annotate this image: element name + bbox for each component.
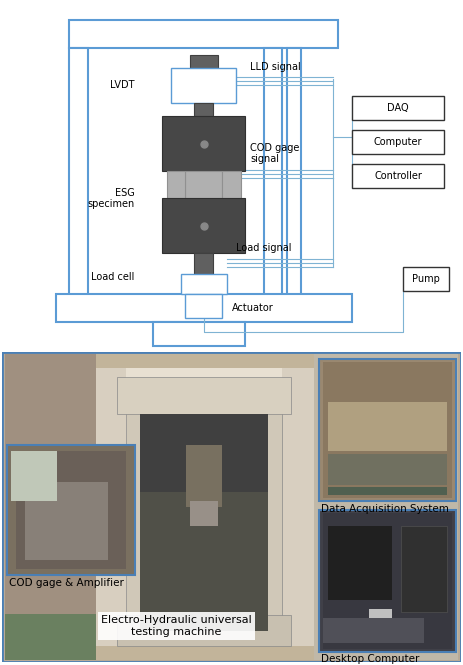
Bar [153, 322, 245, 346]
Bar [94, 368, 314, 646]
Text: DAQ: DAQ [388, 102, 409, 112]
Text: Controller: Controller [374, 171, 422, 181]
Text: LVDT: LVDT [110, 80, 134, 90]
Bar [140, 491, 268, 630]
Bar [401, 525, 447, 612]
Bar [264, 48, 282, 315]
Bar [328, 454, 447, 485]
Bar [369, 609, 392, 618]
Text: COD gage & Amplifier: COD gage & Amplifier [9, 578, 124, 588]
Text: Load cell: Load cell [91, 272, 134, 282]
Bar [181, 274, 227, 295]
Bar [5, 354, 96, 660]
Bar [323, 362, 451, 498]
Bar [190, 501, 218, 525]
Text: LLD signal: LLD signal [250, 62, 301, 72]
Bar [162, 116, 245, 171]
Bar [352, 130, 444, 154]
Bar [328, 525, 392, 600]
Bar [167, 171, 185, 198]
Text: ESG
specimen: ESG specimen [87, 188, 134, 209]
Bar [117, 615, 291, 646]
Bar [314, 354, 458, 660]
Bar [222, 171, 241, 198]
Bar [255, 396, 282, 637]
Bar [171, 68, 236, 102]
Bar [352, 96, 444, 120]
Bar [319, 358, 456, 501]
Bar [12, 452, 57, 501]
Bar [352, 164, 444, 188]
Bar [162, 198, 245, 253]
Bar [194, 253, 213, 274]
Bar [56, 295, 352, 322]
Text: Actuator: Actuator [232, 303, 273, 313]
Text: Data Acquisition System: Data Acquisition System [321, 504, 449, 514]
Bar [69, 48, 88, 315]
Bar [323, 513, 451, 649]
Bar [69, 21, 338, 48]
Text: Load signal: Load signal [236, 243, 292, 253]
Bar [328, 487, 447, 495]
Bar [323, 618, 424, 643]
Bar [194, 102, 213, 116]
Bar [25, 482, 108, 560]
Text: Electro-Hydraulic universal
testing machine: Electro-Hydraulic universal testing mach… [101, 615, 252, 637]
Bar [185, 171, 222, 198]
Bar [140, 414, 268, 491]
Text: Desktop Computer: Desktop Computer [321, 654, 419, 664]
Bar [126, 368, 282, 637]
Bar [403, 267, 449, 291]
Bar [16, 452, 126, 569]
Bar [7, 446, 135, 575]
Bar [328, 402, 447, 452]
Bar [158, 399, 250, 615]
Bar [190, 55, 218, 68]
Bar [287, 48, 301, 315]
Text: Computer: Computer [374, 137, 422, 147]
Bar [186, 446, 222, 507]
Bar [185, 295, 222, 319]
Text: Pump: Pump [412, 274, 440, 284]
Bar [117, 377, 291, 414]
Bar [126, 396, 154, 637]
Text: COD gage
signal: COD gage signal [250, 142, 300, 164]
Bar [319, 510, 456, 652]
Bar [5, 614, 96, 660]
